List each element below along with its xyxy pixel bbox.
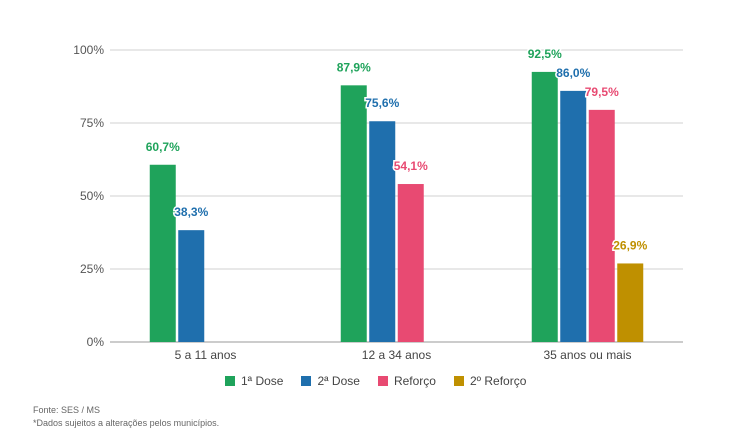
data-label: 86,0% <box>556 66 590 80</box>
bar <box>588 109 615 342</box>
data-label: 26,9% <box>613 238 647 252</box>
disclaimer-note: *Dados sujeitos a alterações pelos munic… <box>33 418 220 428</box>
data-label: 54,1% <box>394 159 428 173</box>
data-label: 87,9% <box>337 60 371 74</box>
legend-swatch <box>301 376 312 386</box>
legend-swatch <box>377 376 388 386</box>
bar <box>617 263 644 342</box>
legend-item: Reforço <box>377 374 436 388</box>
legend-swatch <box>453 376 464 386</box>
bars <box>149 71 644 343</box>
footer: Fonte: SES / MS *Dados sujeitos a altera… <box>33 404 219 430</box>
legend-label: 2ª Dose <box>317 374 360 388</box>
y-tick-label: 50% <box>80 189 104 203</box>
legend-swatch <box>225 376 235 386</box>
legend-label: 2º Reforço <box>469 374 527 388</box>
legend-item: 1ª Dose <box>225 374 283 388</box>
grid-lines <box>110 49 683 343</box>
bar <box>149 164 176 342</box>
category-label: 12 a 34 anos <box>362 348 431 362</box>
bar <box>531 71 558 343</box>
bar <box>340 85 367 342</box>
y-tick-label: 0% <box>87 335 105 349</box>
legend-item: 2ª Dose <box>301 374 360 388</box>
legend-label: Reforço <box>393 374 436 388</box>
x-axis-category-labels: 5 a 11 anos 12 a 34 anos 35 anos ou mais <box>175 348 632 362</box>
y-tick-label: 75% <box>80 116 104 130</box>
y-tick-label: 100% <box>73 43 104 57</box>
legend-item: 2º Reforço <box>453 374 527 388</box>
bar <box>397 184 424 342</box>
bar <box>178 230 205 342</box>
bar <box>560 90 587 342</box>
data-labels: 60,7% 38,3% 87,9% 75,6% 54,1% 92,5% 86,0% 79,5%… <box>144 45 649 254</box>
source-note: Fonte: SES / MS <box>33 405 101 415</box>
data-label: 75,6% <box>365 96 399 110</box>
legend: 1ª Dose 2ª Dose Reforço 2º Reforço <box>225 374 526 388</box>
category-label: 35 anos ou mais <box>543 348 631 362</box>
bar <box>369 121 396 342</box>
category-label: 5 a 11 anos <box>175 348 237 362</box>
data-label: 92,5% <box>528 47 562 61</box>
legend-label: 1ª Dose <box>241 374 284 388</box>
data-label: 38,3% <box>174 205 208 219</box>
data-label: 79,5% <box>585 85 619 99</box>
y-tick-label: 25% <box>80 262 104 276</box>
data-label: 60,7% <box>146 140 180 154</box>
y-axis-tick-labels: 0% 25% 50% 75% 100% <box>73 43 104 349</box>
